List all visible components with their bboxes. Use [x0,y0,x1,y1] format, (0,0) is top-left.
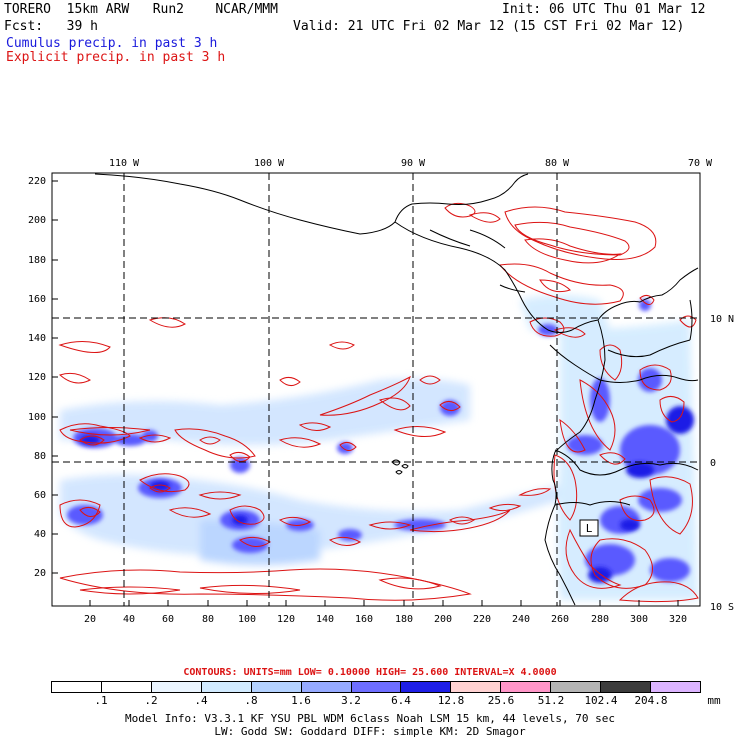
legend-level-label: .8 [244,694,258,707]
x-label: 60 [162,614,174,625]
model-title: TORERO 15km ARW Run2 NCAR/MMM [4,2,278,17]
x-label: 200 [434,614,452,625]
legend-swatch [251,682,302,692]
y-label: 20 [34,568,46,579]
legend-level-label: 12.8 [437,694,465,707]
legend-swatch [151,682,202,692]
lat-label: 10 N [710,314,734,325]
legend-swatch [301,682,352,692]
color-legend [51,681,701,693]
legend-level-label: 6.4 [391,694,411,707]
x-label: 320 [669,614,687,625]
lon-label: 110 W [109,158,140,169]
lon-label: 90 W [401,158,426,169]
physics-info: LW: Godd SW: Goddard DIFF: simple KM: 2D… [214,725,526,738]
legend-swatch [101,682,152,692]
y-label: 120 [28,372,46,383]
model-info: Model Info: V3.3.1 KF YSU PBL WDM 6class… [124,712,616,725]
coastlines [94,173,699,606]
y-label: 160 [28,294,46,305]
legend-level-label: 25.6 [487,694,515,707]
lat-label: 10 S [710,602,734,613]
x-label: 120 [277,614,295,625]
x-label: 140 [316,614,334,625]
field-label-explicit: Explicit precip. in past 3 h [6,50,226,65]
legend-swatch [601,682,652,692]
left-ticks [52,180,58,574]
y-label: 60 [34,490,46,501]
x-label: 80 [202,614,214,625]
y-label: 140 [28,333,46,344]
legend-swatch [451,682,502,692]
legend-level-label: 3.2 [341,694,361,707]
legend-units: mm [707,694,721,707]
legend-swatch [351,682,402,692]
field-label-cumulus: Cumulus precip. in past 3 h [6,36,218,51]
valid-time: Valid: 21 UTC Fri 02 Mar 12 (15 CST Fri … [293,19,685,34]
legend-level-label: .2 [144,694,158,707]
init-time: Init: 06 UTC Thu 01 Mar 12 [502,2,706,17]
legend-level-label: 1.6 [291,694,311,707]
y-label: 40 [34,529,46,540]
legend-swatch [551,682,602,692]
map-frame [51,172,701,607]
legend-swatch [651,682,700,692]
low-pressure-marker: L [579,519,599,537]
legend-swatch [501,682,552,692]
lat-lon-grid [52,173,700,606]
lon-label: 70 W [688,158,713,169]
explicit-precip-contours [58,202,699,603]
x-label: 280 [591,614,609,625]
contour-info: CONTOURS: UNITS=mm LOW= 0.10000 HIGH= 25… [183,667,557,678]
x-label: 220 [473,614,491,625]
forecast-hour: Fcst: 39 h [4,19,98,34]
legend-level-label: .1 [94,694,108,707]
x-label: 260 [551,614,569,625]
legend-level-label: .4 [194,694,208,707]
x-label: 180 [395,614,413,625]
precip-map: L 110 W 100 W 90 W 80 W 70 W 10 N 0 10 S… [28,158,734,625]
x-label: 40 [123,614,135,625]
legend-level-label: 204.8 [634,694,668,707]
x-label: 160 [355,614,373,625]
bottom-ticks [89,600,679,606]
low-label: L [586,522,593,535]
cumulus-precip-core [80,406,694,583]
y-label: 80 [34,451,46,462]
legend-swatch [52,682,102,692]
x-label: 240 [512,614,530,625]
lat-label: 0 [710,458,716,469]
x-label: 20 [84,614,96,625]
y-label: 100 [28,412,46,423]
lon-label: 80 W [545,158,570,169]
y-label: 200 [28,215,46,226]
right-axis-labels: 10 N 0 10 S [710,314,734,613]
legend-level-label: 51.2 [537,694,565,707]
lon-label: 100 W [254,158,285,169]
x-label: 300 [630,614,648,625]
left-axis-labels: 220 200 180 160 140 120 100 80 60 40 20 [28,176,46,579]
y-label: 220 [28,176,46,187]
legend-swatch [401,682,452,692]
bottom-axis-labels: 20 40 60 80 100 120 140 160 180 200 220 … [84,614,687,625]
legend-level-label: 102.4 [584,694,618,707]
y-label: 180 [28,255,46,266]
legend-swatch [201,682,252,692]
x-label: 100 [238,614,256,625]
top-axis-labels: 110 W 100 W 90 W 80 W 70 W [109,158,713,169]
